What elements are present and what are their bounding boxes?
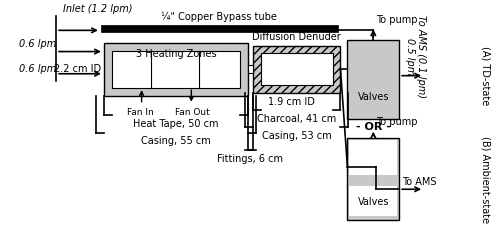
Text: - OR -: - OR - — [356, 122, 390, 132]
Text: Casing, 55 cm: Casing, 55 cm — [141, 136, 211, 146]
Text: Casing, 53 cm: Casing, 53 cm — [262, 131, 332, 141]
Bar — [101, 25, 338, 32]
Bar — [348, 138, 399, 220]
Bar — [112, 51, 240, 88]
Text: Heat Tape, 50 cm: Heat Tape, 50 cm — [133, 119, 218, 129]
Text: 3 Heating Zones: 3 Heating Zones — [136, 49, 216, 59]
Text: Diffusion Denuder: Diffusion Denuder — [252, 32, 341, 42]
Text: Fittings, 6 cm: Fittings, 6 cm — [218, 154, 284, 164]
Text: 0.5 lpm: 0.5 lpm — [405, 38, 415, 75]
Text: To AMS (0.1 lpm): To AMS (0.1 lpm) — [416, 15, 426, 98]
Text: 0.6 lpm: 0.6 lpm — [20, 39, 57, 49]
Bar — [350, 140, 397, 175]
Text: To pump: To pump — [376, 15, 418, 25]
Text: (A) TD-state: (A) TD-state — [480, 46, 490, 105]
Bar — [350, 186, 397, 216]
Bar — [253, 46, 340, 93]
Bar — [248, 65, 253, 73]
Text: Fan Out: Fan Out — [175, 109, 210, 117]
Bar — [261, 54, 332, 85]
Text: Valves: Valves — [358, 197, 389, 207]
Text: Charcoal, 41 cm: Charcoal, 41 cm — [257, 114, 336, 124]
Text: (B) Ambient-state: (B) Ambient-state — [480, 136, 490, 223]
Text: 1.9 cm ID: 1.9 cm ID — [268, 97, 315, 107]
Bar — [348, 40, 399, 119]
Text: ¼" Copper Bypass tube: ¼" Copper Bypass tube — [161, 11, 277, 22]
Text: 2.2 cm ID: 2.2 cm ID — [54, 64, 101, 74]
Text: To AMS: To AMS — [402, 177, 436, 187]
Text: Inlet (1.2 lpm): Inlet (1.2 lpm) — [63, 4, 132, 14]
Text: Valves: Valves — [358, 92, 389, 102]
Text: To pump: To pump — [376, 117, 418, 127]
Bar — [104, 43, 248, 96]
Text: 0.6 lpm: 0.6 lpm — [20, 64, 57, 74]
Text: Fan In: Fan In — [127, 109, 154, 117]
